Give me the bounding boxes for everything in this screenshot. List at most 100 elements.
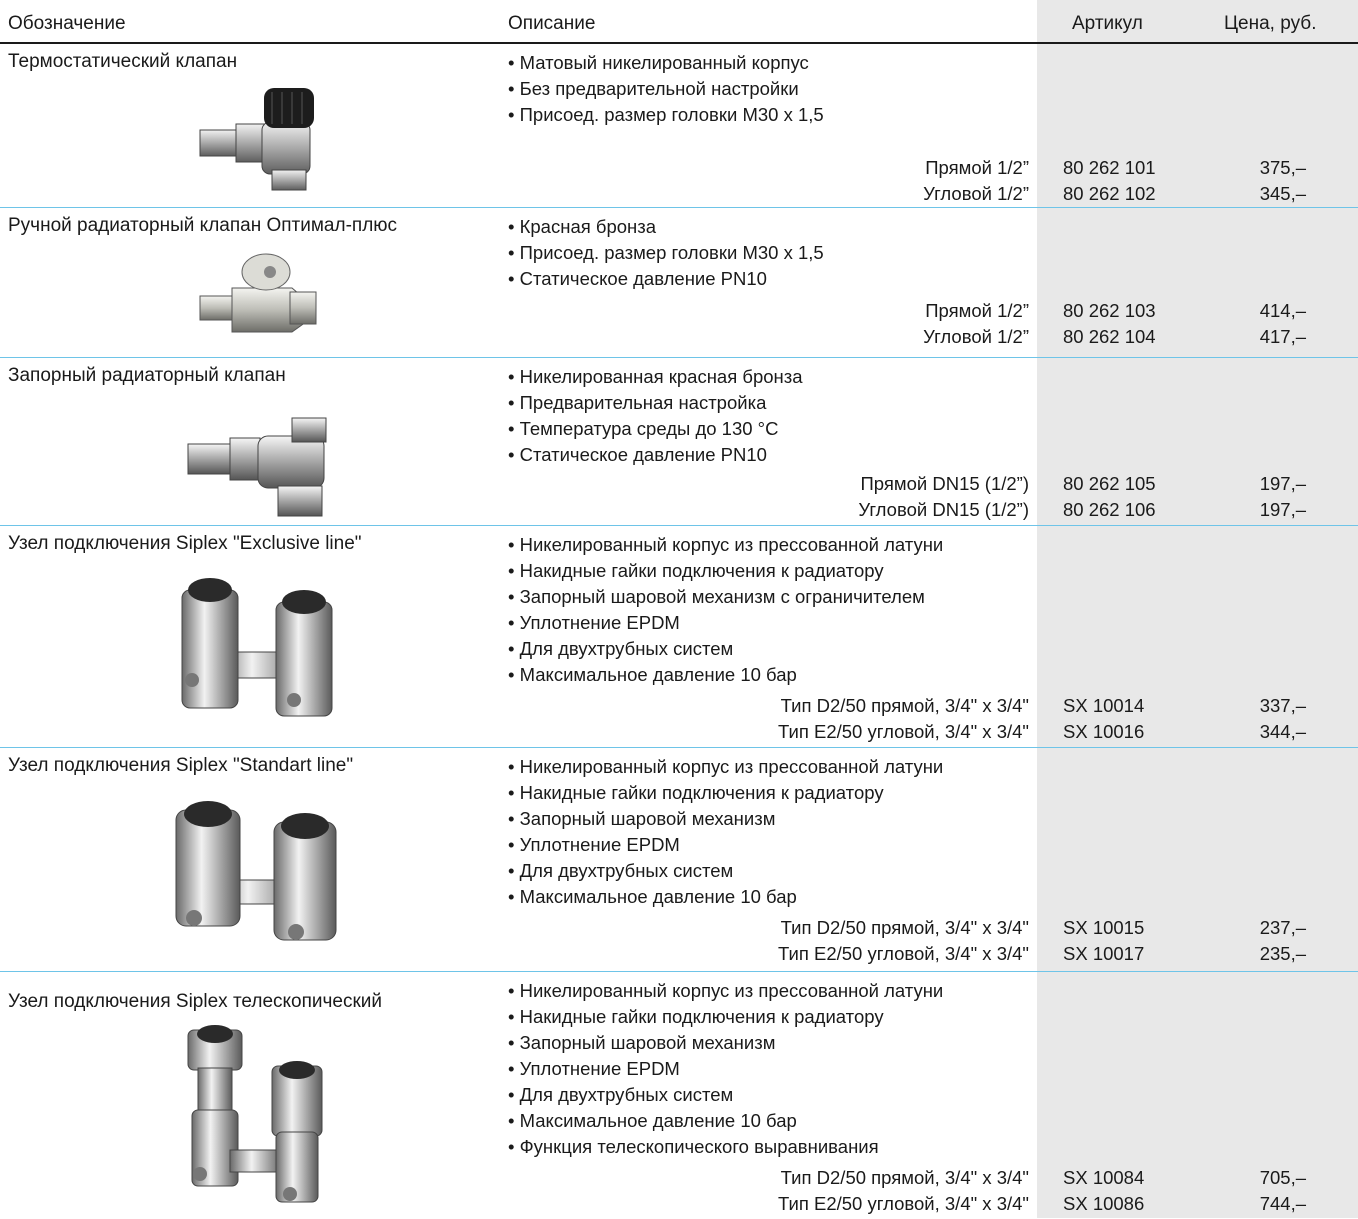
variant-row: Тип E2/50 угловой, 3/4" x 3/4" SX 10017 … xyxy=(0,941,1358,967)
description-bullet: • Максимальное давление 10 бар xyxy=(508,1110,797,1131)
variant-article: SX 10014 xyxy=(1063,695,1145,716)
variant-label: Угловой 1/2” xyxy=(923,183,1029,204)
variant-row: Прямой DN15 (1/2”) 80 262 105 197,– xyxy=(0,471,1358,497)
description-bullet: • Без предварительной настройки xyxy=(508,78,799,99)
variant-price: 344,– xyxy=(1259,721,1306,742)
description-bullet: • Для двухтрубных систем xyxy=(508,1084,734,1105)
variant-article: SX 10084 xyxy=(1063,1167,1145,1188)
variant-article: 80 262 102 xyxy=(1063,183,1156,204)
row-divider xyxy=(0,524,1358,526)
variant-row: Тип D2/50 прямой, 3/4" x 3/4" SX 10015 2… xyxy=(0,915,1358,941)
description-bullet: • Никелированный корпус из прессованной … xyxy=(508,534,944,555)
description-bullet: • Запорный шаровой механизм с ограничите… xyxy=(508,586,925,607)
variant-row: Тип D2/50 прямой, 3/4" x 3/4" SX 10084 7… xyxy=(0,1165,1358,1191)
description-bullet: • Для двухтрубных систем xyxy=(508,638,734,659)
row-divider xyxy=(0,746,1358,748)
table-header: Обозначение Описание Артикул Цена, руб. xyxy=(0,0,1358,44)
variant-price: 197,– xyxy=(1259,473,1306,494)
product-name: Узел подключения Siplex "Exclusive line" xyxy=(8,533,362,554)
variant-label: Тип D2/50 прямой, 3/4" x 3/4" xyxy=(780,917,1029,938)
variant-label: Тип D2/50 прямой, 3/4" x 3/4" xyxy=(780,695,1029,716)
variant-article: 80 262 101 xyxy=(1063,157,1156,178)
variant-article: SX 10016 xyxy=(1063,721,1145,742)
product-row-siplex-exclusive: Узел подключения Siplex "Exclusive line"… xyxy=(0,526,1358,748)
thermostatic-valve-photo xyxy=(196,84,320,199)
variant-row: Тип D2/50 прямой, 3/4" x 3/4" SX 10014 3… xyxy=(0,693,1358,719)
product-row-shutoff-valve: Запорный радиаторный клапан • Никелирова… xyxy=(0,358,1358,526)
variant-price: 375,– xyxy=(1259,157,1306,178)
description-bullet: • Матовый никелированный корпус xyxy=(508,52,809,73)
variant-label: Прямой 1/2” xyxy=(925,157,1029,178)
variant-label: Тип E2/50 угловой, 3/4" x 3/4" xyxy=(778,721,1029,742)
product-row-siplex-standart: Узел подключения Siplex "Standart line" … xyxy=(0,748,1358,972)
header-description: Описание xyxy=(508,13,596,34)
variant-article: 80 262 104 xyxy=(1063,326,1156,347)
variant-price: 345,– xyxy=(1259,183,1306,204)
description-bullet: • Уплотнение EPDM xyxy=(508,1058,680,1079)
product-description: • Никелированный корпус из прессованной … xyxy=(508,754,943,910)
variant-row: Прямой 1/2” 80 262 103 414,– xyxy=(0,298,1358,324)
product-description: • Никелированная красная бронза • Предва… xyxy=(508,364,803,468)
description-bullet: • Присоед. размер головки М30 х 1,5 xyxy=(508,242,824,263)
description-bullet: • Накидные гайки подключения к радиатору xyxy=(508,560,884,581)
variant-article: 80 262 105 xyxy=(1063,473,1156,494)
variant-article: 80 262 103 xyxy=(1063,300,1156,321)
variant-label: Прямой DN15 (1/2”) xyxy=(860,473,1029,494)
description-bullet: • Для двухтрубных систем xyxy=(508,860,734,881)
variant-label: Тип E2/50 угловой, 3/4" x 3/4" xyxy=(778,1193,1029,1214)
description-bullet: • Температура среды до 130 °С xyxy=(508,418,779,439)
product-row-manual-valve: Ручной радиаторный клапан Оптимал-плюс •… xyxy=(0,208,1358,358)
variant-label: Тип E2/50 угловой, 3/4" x 3/4" xyxy=(778,943,1029,964)
product-description: • Красная бронза • Присоед. размер голов… xyxy=(508,214,824,292)
description-bullet: • Функция телескопического выравнивания xyxy=(508,1136,879,1157)
shutoff-valve-photo xyxy=(186,416,334,523)
variant-article: 80 262 106 xyxy=(1063,499,1156,520)
product-name: Ручной радиаторный клапан Оптимал-плюс xyxy=(8,215,398,236)
product-description: • Никелированный корпус из прессованной … xyxy=(508,978,943,1160)
product-name: Запорный радиаторный клапан xyxy=(8,365,286,386)
description-bullet: • Накидные гайки подключения к радиатору xyxy=(508,782,884,803)
variant-price: 235,– xyxy=(1259,943,1306,964)
variant-row: Угловой DN15 (1/2”) 80 262 106 197,– xyxy=(0,497,1358,523)
description-bullet: • Запорный шаровой механизм xyxy=(508,808,776,829)
variant-label: Угловой DN15 (1/2”) xyxy=(858,499,1029,520)
description-bullet: • Предварительная настройка xyxy=(508,392,767,413)
description-bullet: • Никелированный корпус из прессованной … xyxy=(508,756,944,777)
variant-price: 237,– xyxy=(1259,917,1306,938)
article-price-column-background xyxy=(1037,0,1358,1218)
description-bullet: • Присоед. размер головки М30 х 1,5 xyxy=(508,104,824,125)
variant-article: SX 10086 xyxy=(1063,1193,1145,1214)
variant-label: Тип D2/50 прямой, 3/4" x 3/4" xyxy=(780,1167,1029,1188)
header-price: Цена, руб. xyxy=(1224,13,1317,34)
variant-row: Тип E2/50 угловой, 3/4" x 3/4" SX 10086 … xyxy=(0,1191,1358,1217)
product-name: Узел подключения Siplex "Standart line" xyxy=(8,755,354,776)
description-bullet: • Максимальное давление 10 бар xyxy=(508,664,797,685)
header-designation: Обозначение xyxy=(8,13,126,34)
description-bullet: • Уплотнение EPDM xyxy=(508,834,680,855)
variant-price: 417,– xyxy=(1259,326,1306,347)
description-bullet: • Запорный шаровой механизм xyxy=(508,1032,776,1053)
description-bullet: • Никелированный корпус из прессованной … xyxy=(508,980,944,1001)
variant-label: Прямой 1/2” xyxy=(925,300,1029,321)
description-bullet: • Уплотнение EPDM xyxy=(508,612,680,633)
variant-price: 705,– xyxy=(1259,1167,1306,1188)
siplex-telescopic-photo xyxy=(180,1024,350,1219)
variant-price: 337,– xyxy=(1259,695,1306,716)
variant-row: Тип E2/50 угловой, 3/4" x 3/4" SX 10016 … xyxy=(0,719,1358,745)
variant-article: SX 10015 xyxy=(1063,917,1145,938)
siplex-exclusive-photo xyxy=(172,568,348,729)
row-divider xyxy=(0,970,1358,972)
variant-article: SX 10017 xyxy=(1063,943,1145,964)
product-row-thermostatic-valve: Термостатический клапан • Матовый никели… xyxy=(0,44,1358,208)
variant-row: Прямой 1/2” 80 262 101 375,– xyxy=(0,155,1358,181)
product-description: • Никелированный корпус из прессованной … xyxy=(508,532,943,688)
variant-row: Угловой 1/2” 80 262 102 345,– xyxy=(0,181,1358,207)
variant-price: 414,– xyxy=(1259,300,1306,321)
product-name: Узел подключения Siplex телескопический xyxy=(8,991,383,1012)
variant-row: Угловой 1/2” 80 262 104 417,– xyxy=(0,324,1358,350)
product-description: • Матовый никелированный корпус • Без пр… xyxy=(508,50,824,128)
row-divider xyxy=(0,206,1358,208)
manual-valve-photo xyxy=(196,252,320,349)
variant-label: Угловой 1/2” xyxy=(923,326,1029,347)
description-bullet: • Красная бронза xyxy=(508,216,657,237)
